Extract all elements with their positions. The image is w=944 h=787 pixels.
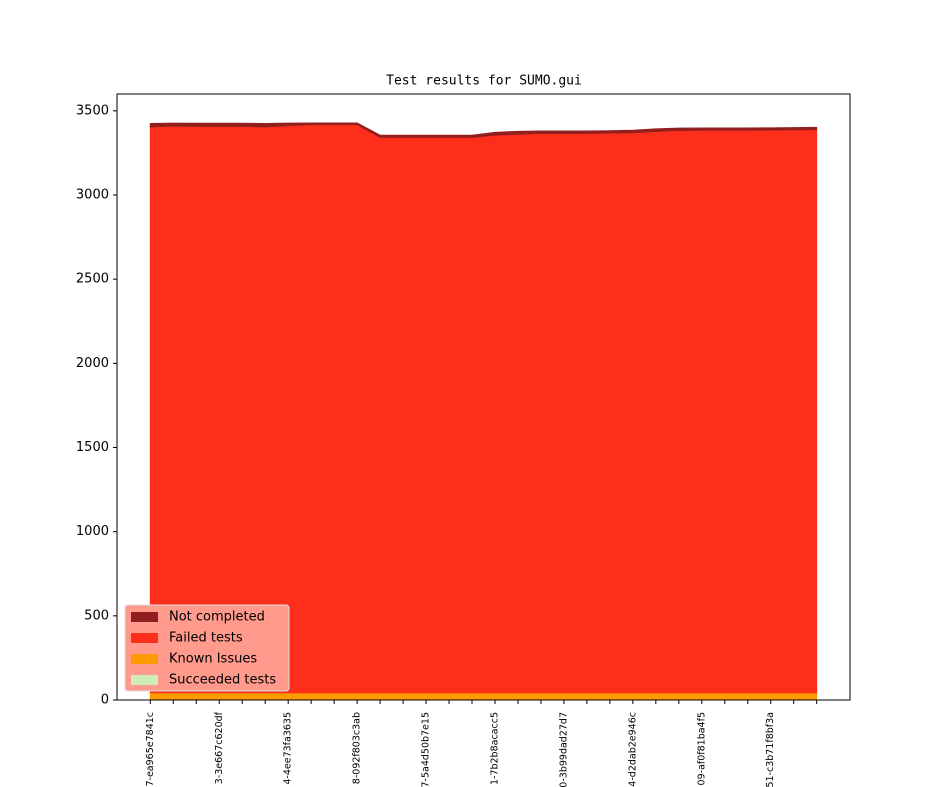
legend: Not completed Failed tests Known Issues Suc… (124, 604, 290, 692)
area (149, 692, 818, 700)
x-tick-label: 7-5a4d50b7e15 (421, 712, 432, 787)
legend-frame (124, 604, 290, 692)
x-tick-label: 09-af0f81ba4f5 (696, 712, 707, 785)
y-tick-label: 0 (101, 693, 109, 708)
legend-label: Not completed (169, 610, 265, 625)
plot-frame (116, 93, 851, 701)
x-tick-label: 4-4ee73fa3635 (283, 712, 294, 785)
y-tick-label: 2500 (76, 272, 109, 287)
y-tick-label: 3500 (76, 103, 109, 118)
x-tick-label: 4-d2dab2e946c (627, 712, 638, 787)
x-tick-label: 3-3e667c620df (214, 711, 225, 784)
chart-title: Test results for SUMO.gui (386, 74, 582, 89)
x-tick-label: 51-c3b71f8bf3a (765, 712, 776, 787)
y-tick-label: 1000 (76, 524, 109, 539)
x-tick-label: 7-ea965e7841c (145, 712, 156, 787)
y-tick-label: 3000 (76, 188, 109, 203)
legend-label: Succeeded tests (169, 673, 276, 688)
x-tick-label: 8-092f803c3ab (352, 712, 363, 784)
y-tick-label: 500 (84, 608, 109, 623)
legend-label: Known Issues (169, 652, 257, 667)
legend-swatch (131, 654, 158, 664)
x-tick-label: 0-3b99dad27d7 (558, 712, 569, 787)
y-tick-label: 2000 (76, 356, 109, 371)
legend-swatch (131, 633, 158, 643)
x-tick-label: 1-7b2b8acacc5 (489, 712, 500, 785)
legend-swatch (131, 675, 158, 685)
legend-label: Failed tests (169, 631, 243, 646)
legend-swatch (131, 612, 158, 622)
y-tick-label: 1500 (76, 440, 109, 455)
area (149, 122, 818, 138)
